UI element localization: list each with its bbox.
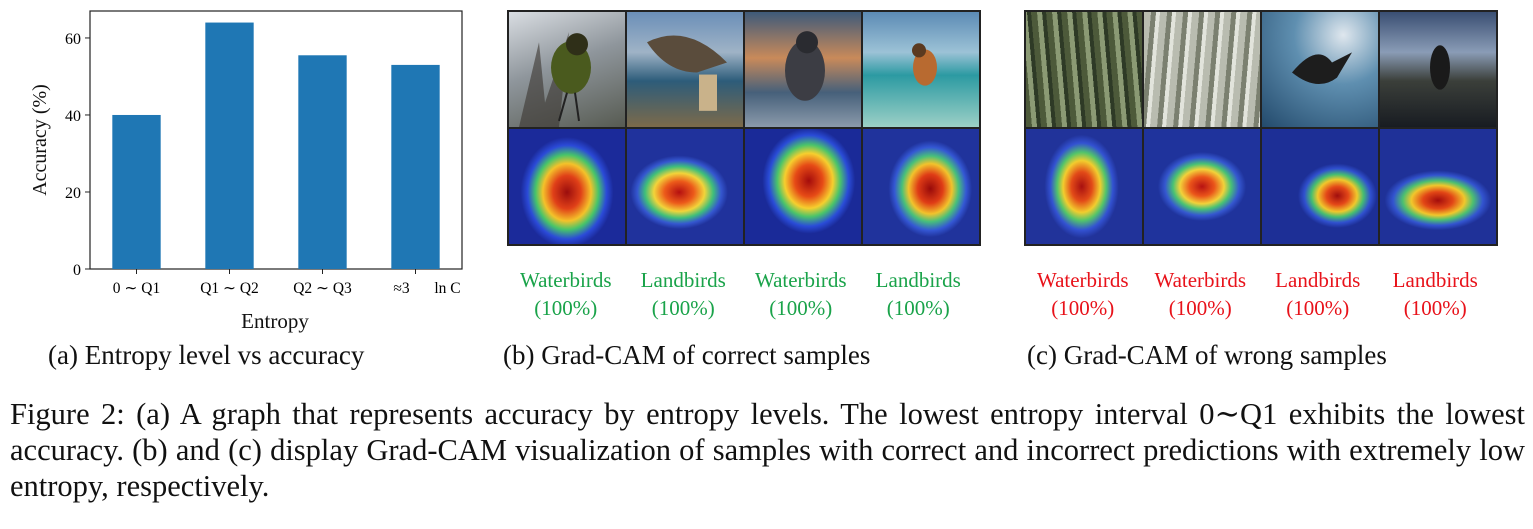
- plot-frame: [89, 10, 463, 270]
- bird-image: [745, 12, 861, 127]
- entropy-accuracy-chart: 0 20 40 60 0 ∼ Q1 Q1 ∼ Q2 Q2 ∼ Q3 ≈3 ln C Accur…: [29, 10, 463, 333]
- bar: [112, 114, 161, 269]
- y-tick-label: 0: [73, 262, 81, 279]
- bird-image: [1144, 12, 1260, 127]
- confidence: (100%): [1051, 296, 1115, 320]
- x-tick-label: 0 ∼ Q1: [113, 280, 160, 297]
- prediction-label: Waterbirds (100%): [1023, 266, 1143, 322]
- bird-image: [863, 12, 979, 127]
- confidence: (100%): [1168, 296, 1232, 320]
- bar: [205, 22, 254, 269]
- y-tick-label: 20: [65, 185, 81, 202]
- class-name: Waterbirds: [519, 268, 612, 292]
- prediction-label: Landbirds (100%): [623, 266, 743, 322]
- gradcam-heatmap: [627, 129, 743, 244]
- x-tick-label: ln C: [434, 280, 460, 297]
- x-axis-label: Entropy: [241, 309, 309, 333]
- gradcam-heatmap: [1144, 129, 1260, 244]
- confidence: (100%): [886, 296, 950, 320]
- prediction-label: Waterbirds (100%): [1140, 266, 1260, 322]
- gradcam-heatmap: [1026, 129, 1142, 244]
- y-tick-label: 40: [65, 108, 81, 125]
- x-tick-label: Q1 ∼ Q2: [200, 280, 259, 297]
- prediction-label: Landbirds (100%): [1375, 266, 1495, 322]
- class-name: Waterbirds: [754, 268, 847, 292]
- bird-image: [1262, 12, 1378, 127]
- subcaption-a: (a) Entropy level vs accuracy: [48, 340, 365, 370]
- class-name: Waterbirds: [1154, 268, 1247, 292]
- confidence: (100%): [651, 296, 715, 320]
- prediction-label: Waterbirds (100%): [741, 266, 861, 322]
- gradcam-heatmap: [745, 129, 861, 244]
- bird-image: [627, 12, 743, 127]
- class-name: Landbirds: [640, 268, 726, 292]
- x-tick-label: Q2 ∼ Q3: [293, 280, 352, 297]
- figure-caption: Figure 2: (a) A graph that represents ac…: [10, 397, 1525, 503]
- prediction-label: Landbirds (100%): [858, 266, 978, 322]
- bar: [298, 55, 347, 269]
- subcaption-b: (b) Grad-CAM of correct samples: [503, 340, 871, 370]
- x-tick-label: ≈3: [393, 280, 410, 297]
- confidence: (100%): [1403, 296, 1467, 320]
- confidence: (100%): [534, 296, 598, 320]
- class-name: Landbirds: [1392, 268, 1478, 292]
- subcaption-c: (c) Grad-CAM of wrong samples: [1027, 340, 1387, 370]
- gradcam-wrong-grid: [1024, 10, 1498, 246]
- gradcam-heatmap: [863, 129, 979, 244]
- class-name: Landbirds: [1275, 268, 1361, 292]
- bird-image: [1026, 12, 1142, 127]
- confidence: (100%): [1286, 296, 1350, 320]
- gradcam-heatmap: [509, 129, 625, 244]
- y-tick-label: 60: [65, 31, 81, 48]
- y-axis-label: Accuracy (%): [29, 84, 51, 196]
- bird-image: [509, 12, 625, 127]
- bar: [391, 64, 440, 269]
- confidence: (100%): [769, 296, 833, 320]
- prediction-label: Waterbirds (100%): [506, 266, 626, 322]
- gradcam-heatmap: [1262, 129, 1378, 244]
- gradcam-correct-grid: [507, 10, 981, 246]
- bird-image: [1380, 12, 1496, 127]
- prediction-label: Landbirds (100%): [1258, 266, 1378, 322]
- gradcam-heatmap: [1380, 129, 1496, 244]
- class-name: Landbirds: [875, 268, 961, 292]
- class-name: Waterbirds: [1036, 268, 1129, 292]
